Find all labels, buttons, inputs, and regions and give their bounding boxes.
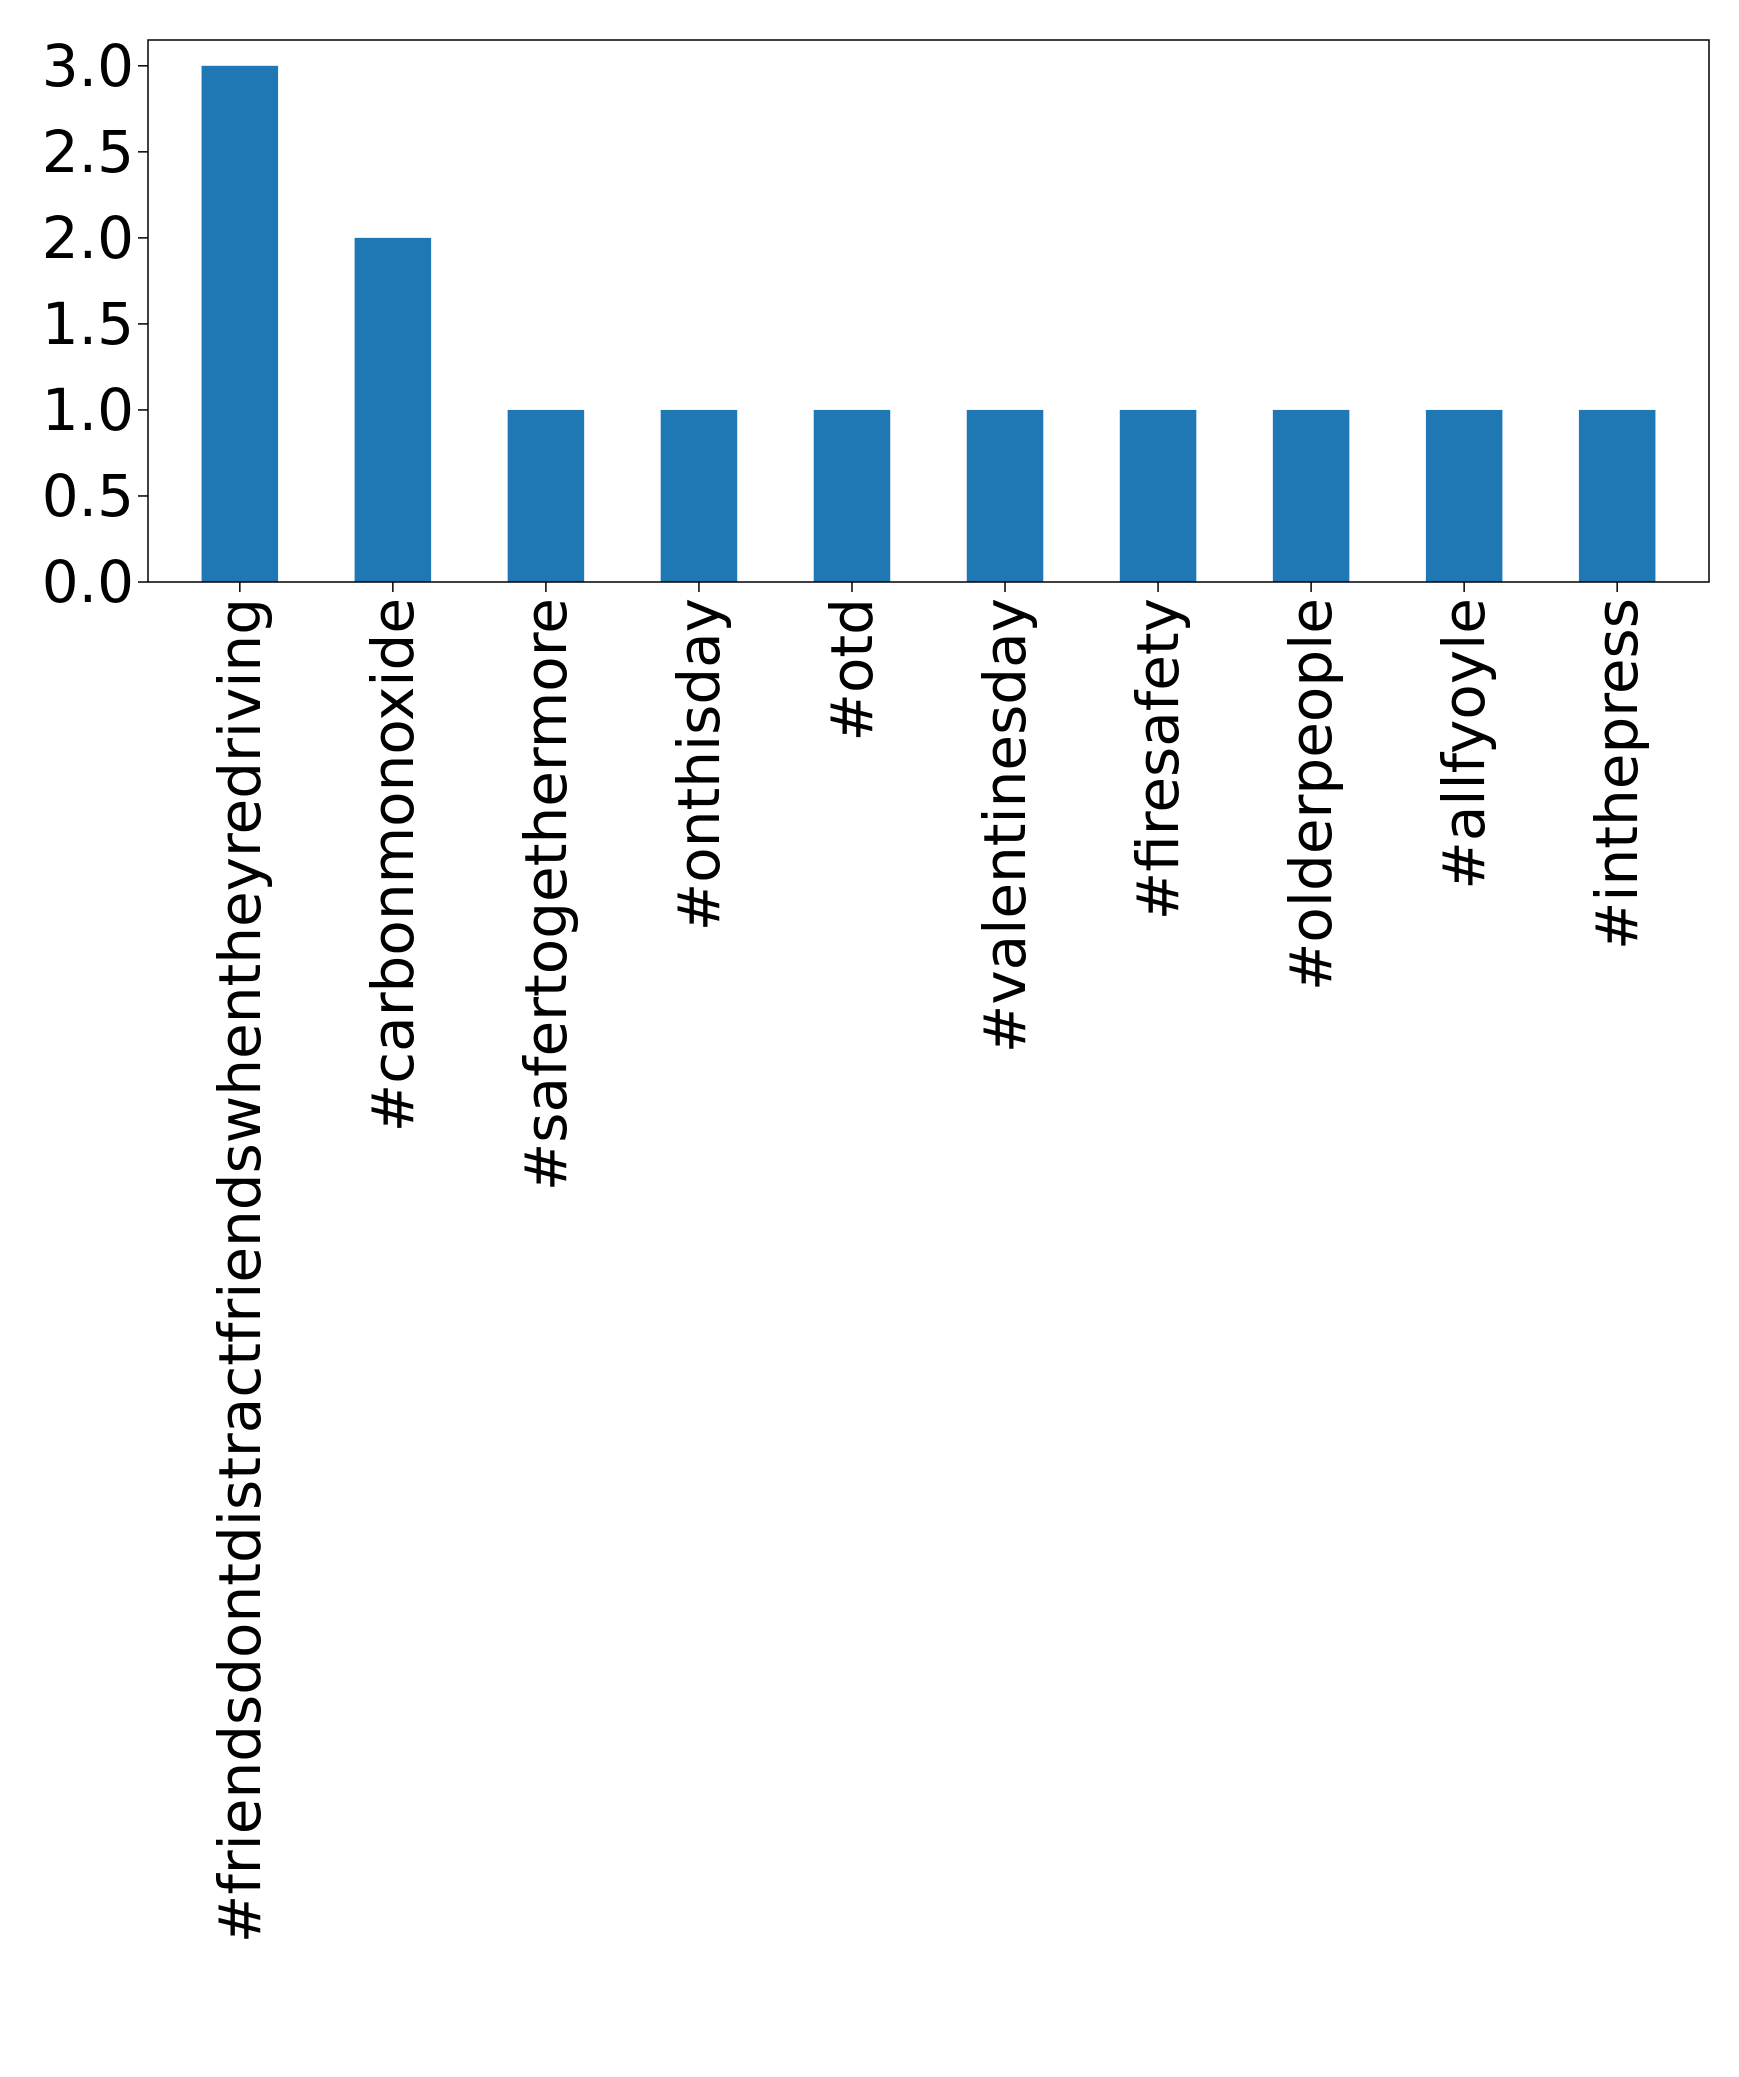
y-tick-label: 2.0 [42, 204, 134, 272]
x-tick-label: #carbonmonoxide [359, 598, 427, 1132]
y-axis: 0.0 0.5 1.0 1.5 2.0 2.5 3.0 [42, 32, 148, 616]
y-tick-label: 2.5 [42, 118, 134, 186]
bar [966, 409, 1044, 582]
bar [507, 409, 585, 582]
bar [813, 409, 891, 582]
x-tick-label: #firesafety [1124, 598, 1192, 920]
x-tick-label: #onthisday [665, 598, 733, 931]
plot-area-frame [147, 39, 1710, 583]
bar [354, 237, 432, 582]
bar [1425, 409, 1503, 582]
x-tick-label: #safertogethermore [512, 598, 580, 1191]
bar [660, 409, 738, 582]
y-tick-label: 0.5 [42, 462, 134, 530]
bar [1578, 409, 1656, 582]
x-tick-label: #otd [818, 598, 886, 742]
x-tick-label: #friendsdontdistractfriendswhentheyredri… [206, 598, 274, 1943]
bar [201, 65, 279, 582]
x-tick-label: #valentinesday [971, 598, 1039, 1053]
bar [1119, 409, 1197, 582]
y-tick-label: 1.0 [42, 376, 134, 444]
x-tick-label: #allfyoyle [1430, 598, 1498, 890]
x-tick-label: #olderpeople [1277, 598, 1345, 991]
bars [201, 65, 1656, 582]
x-axis: #friendsdontdistractfriendswhentheyredri… [206, 582, 1651, 1943]
y-tick-label: 1.5 [42, 290, 134, 358]
x-tick-label: #inthepress [1583, 598, 1651, 950]
y-tick-label: 3.0 [42, 32, 134, 100]
bar [1272, 409, 1350, 582]
y-tick-label: 0.0 [42, 548, 134, 616]
